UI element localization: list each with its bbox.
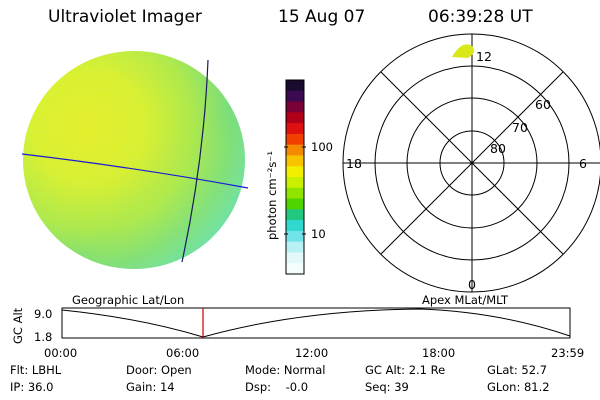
mlt-label-18: 18 — [346, 156, 362, 171]
colorbar-segment — [286, 80, 304, 92]
footer-gc-alt: GC Alt: 2.1 Re — [365, 363, 446, 377]
footer-seq: Seq: 39 — [365, 380, 409, 394]
colorbar-tick-100: 100 — [311, 140, 333, 154]
timeline-left-title: Geographic Lat/Lon — [72, 293, 184, 307]
mlt-label-0: 0 — [468, 277, 476, 292]
colorbar-segment — [286, 101, 304, 113]
colorbar-segment — [286, 90, 304, 103]
altitude-curve — [61, 308, 571, 338]
x-tick-1800: 18:00 — [422, 346, 455, 360]
colorbar-segment — [286, 241, 304, 254]
polar-plot — [342, 33, 600, 293]
footer-filter: Flt: LBHL — [10, 363, 62, 377]
colorbar-frame — [285, 79, 305, 275]
colorbar-segment — [286, 209, 304, 221]
colorbar-segment — [286, 252, 304, 264]
colorbar-tick-10: 10 — [311, 227, 326, 241]
colorbar-segment — [286, 133, 304, 146]
footer-ip: IP: 36.0 — [10, 380, 54, 394]
timeline-axis-label: GC Alt — [11, 307, 25, 344]
colorbar-segment — [286, 155, 304, 167]
x-tick-0600: 06:00 — [166, 346, 199, 360]
colorbar-segment — [286, 123, 304, 135]
uv-disk-image — [21, 51, 249, 269]
polar-emission-patch — [452, 44, 475, 58]
colorbar-segment — [286, 187, 304, 200]
y-tick-9: 9.0 — [34, 307, 52, 321]
lat-label-60: 60 — [535, 97, 551, 112]
latitude-line — [21, 153, 249, 189]
footer-gain: Gain: 14 — [126, 380, 175, 394]
footer-dsp: Dsp: -0.0 — [245, 380, 309, 394]
colorbar-segment — [286, 230, 304, 243]
color-scale-bar — [285, 79, 305, 275]
colorbar-segment — [286, 220, 304, 232]
lat-label-70: 70 — [512, 120, 528, 135]
longitude-line — [181, 59, 209, 263]
time-label: 06:39:28 UT — [428, 7, 533, 27]
colorbar-segment — [286, 112, 304, 124]
y-tick-1-8: 1.8 — [34, 330, 52, 344]
date-label: 15 Aug 07 — [278, 7, 366, 27]
colorbar-segment — [286, 198, 304, 210]
colorbar-segment — [286, 263, 304, 275]
footer-glon: GLon: 81.2 — [487, 380, 550, 394]
timeline-frame — [61, 307, 571, 339]
colorbar-segment — [286, 177, 304, 189]
timeline-right-title: Apex MLat/MLT — [422, 293, 509, 307]
footer-mode: Mode: Normal — [245, 363, 326, 377]
colorbar-segment — [286, 144, 304, 157]
colorbar-segment — [286, 166, 304, 178]
x-tick-1200: 12:00 — [295, 346, 328, 360]
x-tick-0000: 00:00 — [44, 346, 77, 360]
colorbar-unit-label: photon cm⁻²s⁻¹ — [265, 151, 279, 240]
footer-door: Door: Open — [126, 363, 192, 377]
footer-glat: GLat: 52.7 — [487, 363, 548, 377]
instrument-title: Ultraviolet Imager — [48, 7, 202, 27]
mlt-label-6: 6 — [579, 156, 587, 171]
mlt-label-12: 12 — [476, 49, 492, 64]
x-tick-2359: 23:59 — [551, 346, 584, 360]
lat-label-80: 80 — [490, 141, 506, 156]
